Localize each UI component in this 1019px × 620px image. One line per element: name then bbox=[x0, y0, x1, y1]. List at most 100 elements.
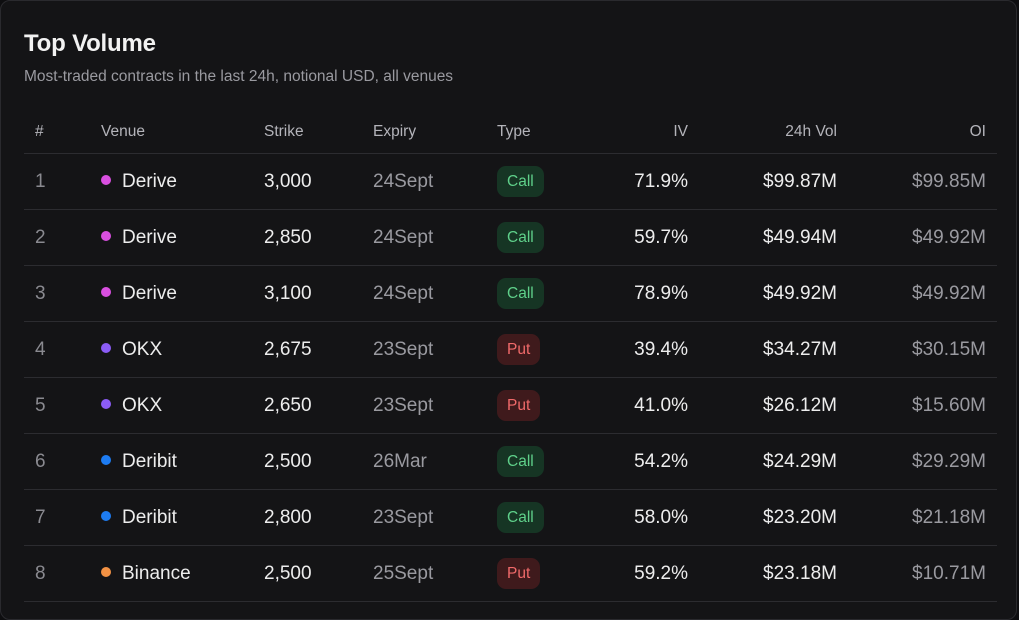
row-venue: Derive bbox=[101, 227, 177, 249]
row-oi: $49.92M bbox=[912, 283, 986, 304]
row-type: Call bbox=[497, 166, 544, 197]
row-type: Call bbox=[497, 278, 544, 309]
row-expiry: 24Sept bbox=[373, 171, 434, 192]
row-24h-vol: $99.87M bbox=[763, 171, 837, 192]
row-strike: 2,650 bbox=[264, 395, 312, 416]
header-oi[interactable]: OI bbox=[969, 123, 986, 140]
table-body: 1 Derive 3,000 24Sept Call 71.9% $99.87M $99.85… bbox=[24, 154, 997, 602]
row-venue: OKX bbox=[101, 339, 162, 361]
row-strike: 2,675 bbox=[264, 339, 312, 360]
row-rank: 6 bbox=[35, 451, 46, 472]
row-venue: OKX bbox=[101, 395, 162, 417]
header-venue[interactable]: Venue bbox=[101, 123, 145, 140]
table-row[interactable]: 7 Deribit 2,800 23Sept Call 58.0% $23.20M $21.1… bbox=[24, 490, 997, 546]
venue-name: OKX bbox=[122, 339, 163, 360]
venue-dot-icon bbox=[101, 287, 111, 297]
row-iv: 59.2% bbox=[634, 563, 688, 584]
venue-name: Deribit bbox=[122, 451, 177, 472]
venue-name: Derive bbox=[122, 171, 177, 192]
type-badge: Call bbox=[497, 222, 544, 253]
row-iv: 59.7% bbox=[634, 227, 688, 248]
row-oi: $49.92M bbox=[912, 227, 986, 248]
venue-dot-icon bbox=[101, 567, 111, 577]
table-row[interactable]: 5 OKX 2,650 23Sept Put 41.0% $26.12M $15.60M bbox=[24, 378, 997, 434]
table-row[interactable]: 6 Deribit 2,500 26Mar Call 54.2% $24.29M $29.29… bbox=[24, 434, 997, 490]
table-row[interactable]: 8 Binance 2,500 25Sept Put 59.2% $23.18M $10.71… bbox=[24, 546, 997, 602]
row-oi: $30.15M bbox=[912, 339, 986, 360]
row-type: Put bbox=[497, 558, 541, 589]
venue-dot-icon bbox=[101, 175, 111, 185]
panel-subtitle: Most-traded contracts in the last 24h, n… bbox=[24, 68, 454, 85]
row-rank: 4 bbox=[35, 339, 46, 360]
row-oi: $21.18M bbox=[912, 507, 986, 528]
row-iv: 58.0% bbox=[634, 507, 688, 528]
top-volume-table: # Venue Strike Expiry Type IV 24h Vol OI… bbox=[24, 109, 997, 602]
row-strike: 2,850 bbox=[264, 227, 312, 248]
header-strike[interactable]: Strike bbox=[264, 123, 304, 140]
row-24h-vol: $34.27M bbox=[763, 339, 837, 360]
row-iv: 54.2% bbox=[634, 451, 688, 472]
row-expiry: 24Sept bbox=[373, 283, 434, 304]
venue-dot-icon bbox=[101, 343, 111, 353]
row-type: Call bbox=[497, 502, 544, 533]
header-iv[interactable]: IV bbox=[673, 123, 688, 140]
venue-name: Derive bbox=[122, 227, 177, 248]
table-row[interactable]: 2 Derive 2,850 24Sept Call 59.7% $49.94M $49.92… bbox=[24, 210, 997, 266]
type-badge: Put bbox=[497, 390, 541, 421]
row-24h-vol: $49.92M bbox=[763, 283, 837, 304]
row-venue: Binance bbox=[101, 563, 191, 585]
row-iv: 41.0% bbox=[634, 395, 688, 416]
row-strike: 2,500 bbox=[264, 563, 312, 584]
header-expiry[interactable]: Expiry bbox=[373, 123, 417, 140]
table-row[interactable]: 4 OKX 2,675 23Sept Put 39.4% $34.27M $30.15M bbox=[24, 322, 997, 378]
venue-dot-icon bbox=[101, 231, 111, 241]
table-row[interactable]: 3 Derive 3,100 24Sept Call 78.9% $49.92M $49.92… bbox=[24, 266, 997, 322]
row-24h-vol: $24.29M bbox=[763, 451, 837, 472]
row-rank: 2 bbox=[35, 227, 46, 248]
row-venue: Derive bbox=[101, 283, 177, 305]
row-strike: 3,100 bbox=[264, 283, 312, 304]
table-header: # Venue Strike Expiry Type IV 24h Vol OI bbox=[24, 109, 997, 154]
venue-dot-icon bbox=[101, 511, 111, 521]
header-type[interactable]: Type bbox=[497, 123, 531, 140]
type-badge: Put bbox=[497, 558, 541, 589]
row-strike: 3,000 bbox=[264, 171, 312, 192]
row-24h-vol: $26.12M bbox=[763, 395, 837, 416]
row-expiry: 23Sept bbox=[373, 339, 434, 360]
row-oi: $15.60M bbox=[912, 395, 986, 416]
venue-dot-icon bbox=[101, 399, 111, 409]
header-rank[interactable]: # bbox=[35, 123, 44, 140]
type-badge: Call bbox=[497, 166, 544, 197]
row-expiry: 24Sept bbox=[373, 227, 434, 248]
type-badge: Call bbox=[497, 502, 544, 533]
type-badge: Put bbox=[497, 334, 541, 365]
row-expiry: 25Sept bbox=[373, 563, 434, 584]
row-24h-vol: $23.20M bbox=[763, 507, 837, 528]
row-24h-vol: $23.18M bbox=[763, 563, 837, 584]
row-oi: $29.29M bbox=[912, 451, 986, 472]
row-rank: 3 bbox=[35, 283, 46, 304]
row-rank: 8 bbox=[35, 563, 46, 584]
venue-name: OKX bbox=[122, 395, 163, 416]
type-badge: Call bbox=[497, 446, 544, 477]
row-venue: Deribit bbox=[101, 507, 177, 529]
venue-name: Deribit bbox=[122, 507, 177, 528]
row-type: Call bbox=[497, 446, 544, 477]
row-strike: 2,500 bbox=[264, 451, 312, 472]
header-24h-vol[interactable]: 24h Vol bbox=[785, 123, 837, 140]
row-venue: Deribit bbox=[101, 451, 177, 473]
row-type: Put bbox=[497, 334, 541, 365]
table-row[interactable]: 1 Derive 3,000 24Sept Call 71.9% $99.87M $99.85… bbox=[24, 154, 997, 210]
row-rank: 5 bbox=[35, 395, 46, 416]
row-oi: $10.71M bbox=[912, 563, 986, 584]
row-expiry: 26Mar bbox=[373, 451, 427, 472]
row-expiry: 23Sept bbox=[373, 395, 434, 416]
row-oi: $99.85M bbox=[912, 171, 986, 192]
row-iv: 39.4% bbox=[634, 339, 688, 360]
row-venue: Derive bbox=[101, 171, 177, 193]
row-expiry: 23Sept bbox=[373, 507, 434, 528]
row-24h-vol: $49.94M bbox=[763, 227, 837, 248]
venue-name: Binance bbox=[122, 563, 191, 584]
panel-title: Top Volume bbox=[24, 30, 156, 57]
